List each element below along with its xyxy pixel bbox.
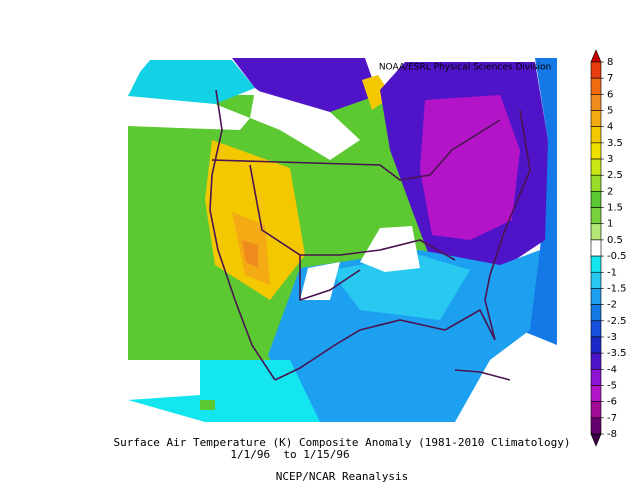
colorbar-bin xyxy=(590,369,602,386)
colorbar-label: -3 xyxy=(607,332,617,343)
anomaly-field xyxy=(420,95,520,240)
colorbar-bin xyxy=(590,110,602,127)
colorbar-label: -3.5 xyxy=(607,348,627,359)
colorbar-label: -1.5 xyxy=(607,283,627,294)
anomaly-field xyxy=(200,400,215,410)
coastline xyxy=(454,369,511,381)
colorbar-label: -5 xyxy=(607,380,617,391)
anomaly-field xyxy=(128,96,250,130)
anomaly-field xyxy=(360,226,420,272)
colorbar-label: -8 xyxy=(607,429,617,440)
colorbar-label: -6 xyxy=(607,397,617,408)
colorbar-bin xyxy=(590,239,602,257)
border xyxy=(299,255,361,302)
colorbar-label: 3.5 xyxy=(607,138,623,149)
colorbar-bin xyxy=(590,304,602,322)
caption-source: NCEP/NCAR Reanalysis xyxy=(276,470,408,483)
colorbar-label: 8 xyxy=(607,57,613,68)
colorbar-label: 2 xyxy=(607,186,613,197)
colorbar-bin xyxy=(590,174,602,192)
coastline xyxy=(484,109,531,341)
colorbar-label: 3 xyxy=(607,154,613,165)
colorbar-bin xyxy=(590,385,602,402)
border xyxy=(249,164,456,261)
anomaly-field xyxy=(232,58,378,112)
colorbar-bin xyxy=(590,126,602,144)
anomaly-field xyxy=(242,240,258,268)
anomaly-field xyxy=(520,58,557,345)
colorbar-bin xyxy=(590,255,602,273)
colorbar-bin xyxy=(590,191,602,208)
border xyxy=(211,119,501,181)
colorbar-label: -4 xyxy=(607,364,617,375)
map xyxy=(128,58,557,422)
colorbar-bin xyxy=(590,336,602,354)
anomaly-field xyxy=(250,90,360,160)
colorbar-bin xyxy=(590,320,602,338)
anomaly-field xyxy=(268,250,540,422)
anomaly-field xyxy=(205,140,305,300)
colorbar-label: -2.5 xyxy=(607,316,627,327)
colorbar-label: 6 xyxy=(607,89,613,100)
colorbar-label: -2 xyxy=(607,300,617,311)
colorbar-label: -0.5 xyxy=(607,251,627,262)
colorbar-label: -1 xyxy=(607,267,617,278)
colorbar-label: 4 xyxy=(607,122,613,133)
colorbar-bin xyxy=(590,271,602,289)
anomaly-field xyxy=(128,360,200,400)
colorbar-bin xyxy=(590,61,602,79)
colorbar-bin xyxy=(590,158,602,176)
colorbar-bin xyxy=(590,401,602,419)
colorbar-bin xyxy=(590,207,602,225)
credit: NOAA/ESRL Physical Sciences Division xyxy=(379,63,551,73)
colorbar: 8 7 6 5 4 3.5 3 2.5 2 1.5 1 0.5 -0.5 -1 -1.5 -2 -2.5 -3 -3… xyxy=(590,49,627,447)
colorbar-bin xyxy=(590,142,602,160)
colorbar-bin xyxy=(590,94,602,111)
anomaly-field xyxy=(128,60,255,104)
caption-title: Surface Air Temperature (K) Composite An… xyxy=(114,436,571,449)
colorbar-label: 1.5 xyxy=(607,203,623,214)
colorbar-label: 5 xyxy=(607,106,613,117)
colorbar-extend xyxy=(590,433,602,447)
border xyxy=(274,308,496,381)
colorbar-label: 7 xyxy=(607,73,613,84)
colorbar-label: 2.5 xyxy=(607,170,623,181)
colorbar-label: 0.5 xyxy=(607,235,623,246)
colorbar-bin xyxy=(590,288,602,305)
colorbar-bin xyxy=(590,77,602,95)
colorbar-label: -7 xyxy=(607,413,617,424)
colorbar-bin xyxy=(590,223,602,241)
colorbar-extend xyxy=(590,49,602,63)
colorbar-bin xyxy=(590,417,602,435)
coastline xyxy=(209,89,276,381)
caption-dates: 1/1/96 to 1/15/96 xyxy=(230,448,349,461)
anomaly-field xyxy=(330,255,470,320)
colorbar-bin xyxy=(590,352,602,370)
colorbar-label: 1 xyxy=(607,219,613,230)
